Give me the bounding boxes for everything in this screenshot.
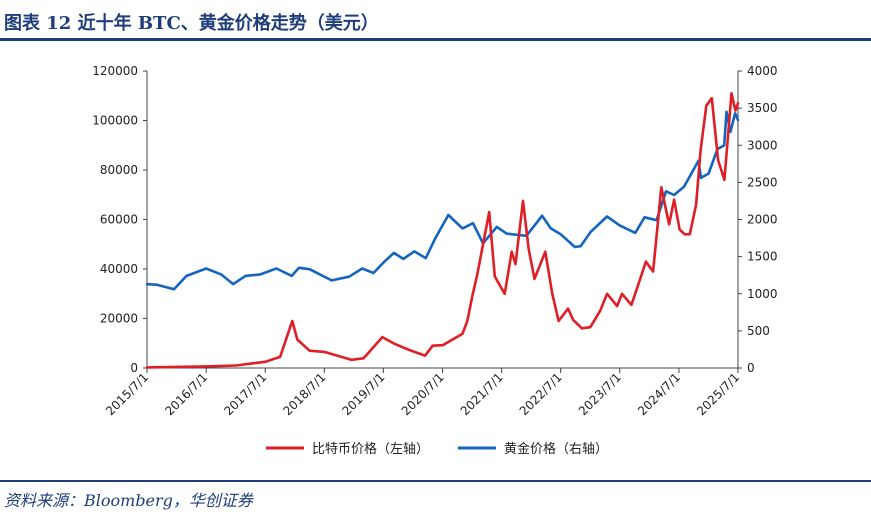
x-tick-label: 2021/7/1 — [458, 370, 506, 418]
series-layer — [145, 91, 740, 369]
x-tick-label: 2025/7/1 — [694, 370, 742, 418]
left-axis-ticks: 0 20000 40000 60000 80000 100000 120000 — [92, 64, 147, 375]
x-tick-label: 2017/7/1 — [221, 370, 269, 418]
legend-label: 黄金价格（右轴） — [504, 441, 608, 457]
right-tick-label: 2000 — [747, 213, 778, 227]
right-tick-label: 3000 — [747, 138, 778, 152]
source-note: 资料来源：Bloomberg，华创证券 — [4, 491, 253, 510]
x-tick-label: 2019/7/1 — [339, 370, 387, 418]
x-tick-label: 2018/7/1 — [280, 370, 328, 418]
right-tick-label: 1500 — [747, 250, 778, 264]
left-tick-label: 20000 — [100, 312, 138, 326]
footer-rule — [0, 480, 871, 482]
legend-label: 比特币价格（左轴） — [312, 441, 429, 457]
chart: 0 20000 40000 60000 80000 100000 120000 0 500 10… — [92, 64, 778, 457]
x-tick-label: 2020/7/1 — [399, 370, 447, 418]
right-tick-label: 2500 — [747, 175, 778, 189]
right-tick-label: 0 — [747, 361, 755, 375]
x-tick-label: 2023/7/1 — [576, 370, 624, 418]
left-tick-label: 0 — [130, 361, 138, 375]
title-rule — [0, 38, 871, 41]
series-line-btc — [145, 91, 740, 369]
x-tick-label: 2024/7/1 — [635, 370, 683, 418]
left-tick-label: 100000 — [92, 114, 138, 128]
x-tick-label: 2022/7/1 — [517, 370, 565, 418]
right-tick-label: 3500 — [747, 101, 778, 115]
left-tick-label: 40000 — [100, 262, 138, 276]
right-axis-ticks: 0 500 1000 1500 2000 2500 3000 3500 4000 — [738, 64, 778, 375]
left-tick-label: 120000 — [92, 64, 138, 78]
figure-title: 图表 12 近十年 BTC、黄金价格走势（美元） — [4, 13, 379, 34]
x-tick-label: 2016/7/1 — [162, 370, 210, 418]
right-tick-label: 1000 — [747, 287, 778, 301]
legend: 比特币价格（左轴） 黄金价格（右轴） — [266, 441, 608, 457]
series-line-gold — [145, 110, 740, 291]
right-tick-label: 500 — [747, 324, 770, 338]
left-tick-label: 80000 — [100, 163, 138, 177]
x-tick-label: 2015/7/1 — [103, 370, 151, 418]
x-axis-ticks: 2015/7/1 2016/7/1 2017/7/1 2018/7/1 2019/7/1… — [103, 368, 742, 418]
left-tick-label: 60000 — [100, 213, 138, 227]
right-tick-label: 4000 — [747, 64, 778, 78]
